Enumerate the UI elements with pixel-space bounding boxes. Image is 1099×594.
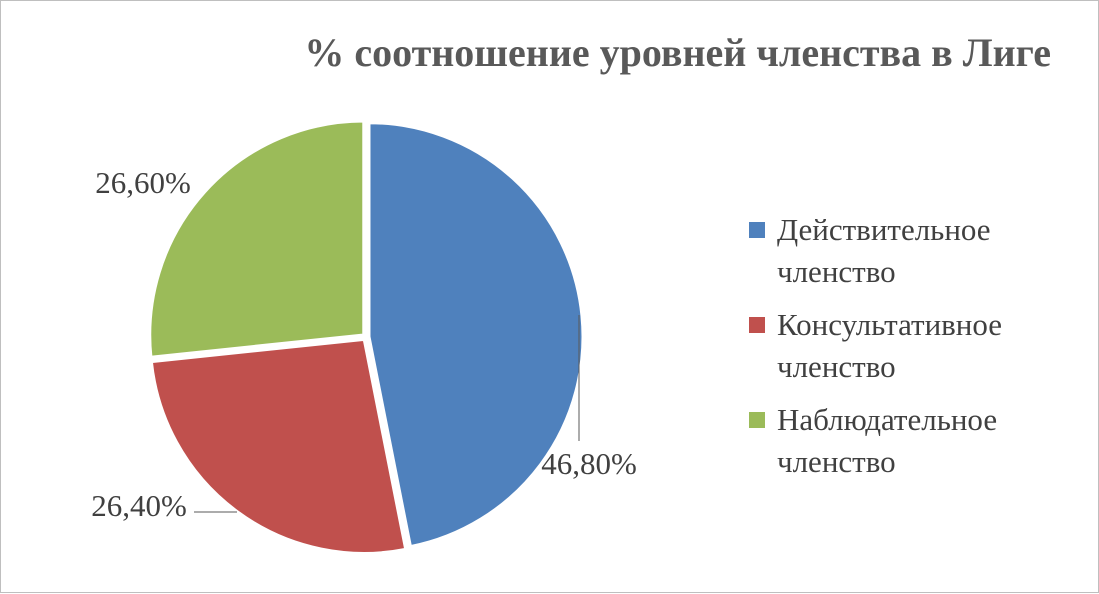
- data-label-active: 46,80%: [541, 446, 637, 481]
- pie-slice-active: [367, 121, 585, 549]
- pie-slice-observer: [148, 119, 366, 359]
- legend-label-observer-line2: членство: [777, 444, 896, 479]
- pie-slice-consultative: [149, 337, 408, 555]
- legend-item-consultative: Консультативное членство: [749, 304, 1079, 388]
- legend-label-observer-line1: Наблюдательное: [777, 402, 998, 437]
- data-label-observer: 26,60%: [95, 165, 191, 200]
- legend: Действительное членство Консультативное …: [749, 209, 1079, 494]
- legend-swatch-observer: [749, 412, 765, 428]
- legend-item-observer: Наблюдательное членство: [749, 399, 1079, 483]
- legend-swatch-active: [749, 222, 765, 238]
- legend-label-active-line2: членство: [777, 254, 896, 289]
- chart-title: % соотношение уровней членства в Лиге: [304, 30, 1051, 75]
- legend-swatch-consultative: [749, 317, 765, 333]
- data-label-consultative: 26,40%: [91, 488, 187, 523]
- legend-item-active: Действительное членство: [749, 209, 1079, 293]
- legend-label-consultative-line1: Консультативное: [777, 307, 1003, 342]
- legend-label-active-line1: Действительное: [777, 212, 991, 247]
- legend-label-consultative-line2: членство: [777, 349, 896, 384]
